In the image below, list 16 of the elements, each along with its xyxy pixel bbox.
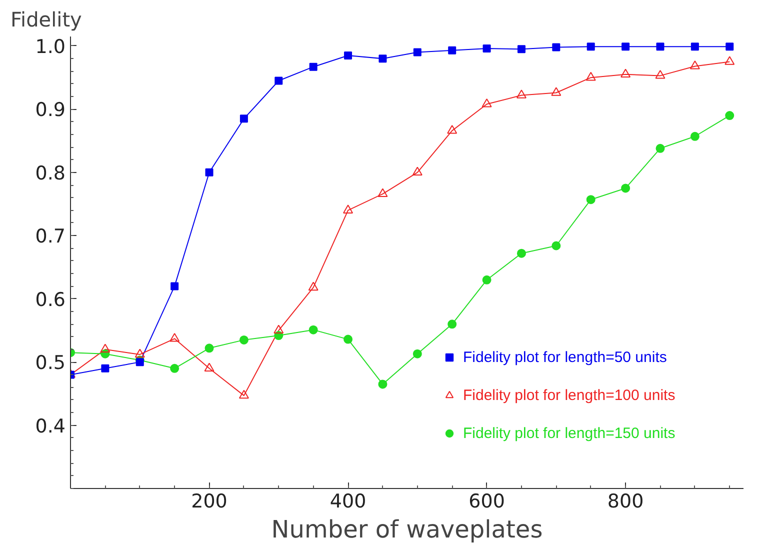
y-tick-label: 0.5 xyxy=(35,352,66,374)
x-tick-label: 600 xyxy=(468,490,505,512)
x-tick-label: 400 xyxy=(330,490,366,512)
x-tick-label: 200 xyxy=(191,490,228,512)
y-tick-label: 0.4 xyxy=(35,415,66,438)
y-tick-label: 0.8 xyxy=(35,162,66,184)
y-tick-label: 0.6 xyxy=(35,288,66,311)
x-tick-label: 800 xyxy=(607,490,644,512)
y-tick-label: 0.7 xyxy=(35,226,66,248)
legend-label: Fidelity plot for length=100 units xyxy=(463,386,676,404)
x-axis-title: Number of waveplates xyxy=(271,516,543,544)
legend-label: Fidelity plot for length=150 units xyxy=(463,424,676,442)
y-tick-label: 1.0 xyxy=(35,36,66,58)
y-axis-title: Fidelity xyxy=(10,8,82,32)
y-tick-label: 0.9 xyxy=(35,99,66,122)
legend-label: Fidelity plot for length=50 units xyxy=(463,348,667,366)
